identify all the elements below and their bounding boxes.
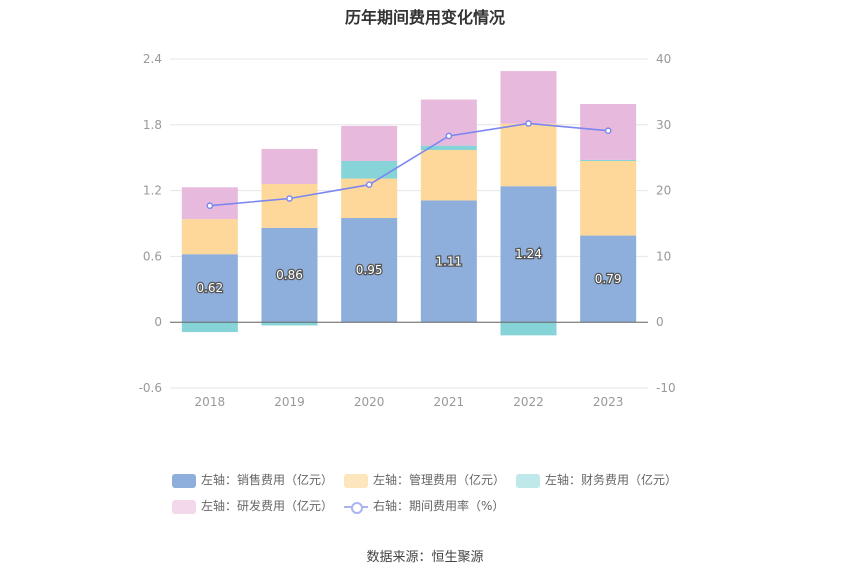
legend-label-sales: 左轴：销售费用（亿元）	[201, 473, 334, 487]
expense-ratio-point	[286, 195, 293, 202]
expense-ratio-point	[365, 181, 373, 188]
right-tick-label: -10	[656, 381, 676, 395]
legend-item-expense-ratio[interactable]: 右轴：期间费用率（%）	[344, 498, 504, 514]
left-tick-label: 1.8	[143, 118, 162, 132]
bar-segment	[580, 159, 637, 161]
bar-segment	[420, 145, 477, 151]
legend-item-rnd[interactable]: 左轴：研发费用（亿元）	[172, 498, 333, 514]
right-tick-label: 0	[656, 315, 664, 329]
bar-segment	[181, 254, 238, 323]
x-tick-label: 2022	[513, 395, 544, 409]
legend-label-rnd: 左轴：研发费用（亿元）	[201, 499, 334, 513]
x-tick-label: 2019	[274, 395, 305, 409]
bar-segment	[261, 227, 318, 323]
bar-segment	[341, 160, 398, 179]
x-tick-label: 2023	[593, 395, 624, 409]
bar-segment	[341, 218, 398, 323]
bar-segment	[420, 150, 477, 201]
legend-swatch-rnd	[172, 499, 196, 514]
legend-line-icon	[344, 500, 368, 514]
data-source: 数据来源：恒生聚源	[366, 550, 484, 565]
bar-segment	[500, 322, 557, 336]
bar-segment	[500, 123, 557, 187]
legend-swatch-admin	[344, 473, 368, 488]
legend-swatch-sales	[172, 473, 196, 488]
bar-segment	[500, 71, 557, 124]
bar-segment	[500, 186, 557, 323]
bar-data-label: 0.95	[356, 263, 383, 277]
legend-label-admin: 左轴：管理费用（亿元）	[373, 473, 506, 487]
right-tick-label: 10	[656, 249, 671, 263]
bar-segment	[420, 200, 477, 323]
legend-item-admin[interactable]: 左轴：管理费用（亿元）	[344, 472, 505, 488]
right-tick-label: 30	[656, 118, 671, 132]
bar-segment	[341, 125, 398, 161]
bar-data-label: 1.24	[515, 247, 542, 261]
left-tick-label: 0.6	[143, 249, 162, 263]
x-tick-label: 2021	[434, 395, 465, 409]
legend-item-sales[interactable]: 左轴：销售费用（亿元）	[172, 472, 333, 488]
bar-segment	[261, 184, 318, 228]
expense-ratio-point	[604, 127, 612, 135]
bar-segment	[261, 322, 318, 326]
bar-data-label: 0.86	[276, 268, 303, 282]
left-tick-label: 2.4	[143, 52, 162, 66]
bar-segment	[181, 219, 238, 255]
legend-label-expense-ratio: 右轴：期间费用率（%）	[373, 499, 505, 513]
left-tick-label: 0	[154, 315, 162, 329]
legend-swatch-finance	[516, 473, 540, 488]
bar-data-label: 0.62	[196, 281, 223, 295]
bar-data-label: 1.11	[435, 254, 462, 268]
expense-ratio-point	[525, 120, 532, 127]
x-tick-label: 2020	[354, 395, 385, 409]
bar-segment	[181, 322, 238, 333]
x-tick-label: 2018	[195, 395, 226, 409]
expense-ratio-point	[445, 132, 453, 140]
left-tick-label: 1.2	[143, 184, 162, 198]
bar-data-label: 0.79	[595, 272, 622, 286]
chart-title: 历年期间费用变化情况	[344, 8, 505, 27]
right-tick-label: 40	[656, 52, 671, 66]
right-tick-label: 20	[656, 184, 671, 198]
bar-segment	[580, 235, 637, 323]
expense-ratio-point	[206, 202, 214, 210]
expense-ratio-line	[209, 122, 609, 207]
bar-segment	[261, 148, 318, 185]
legend-item-finance[interactable]: 左轴：财务费用（亿元）	[516, 472, 677, 488]
legend-label-finance: 左轴：财务费用（亿元）	[545, 473, 678, 487]
bar-segment	[580, 160, 637, 236]
left-tick-label: -0.6	[139, 381, 162, 395]
